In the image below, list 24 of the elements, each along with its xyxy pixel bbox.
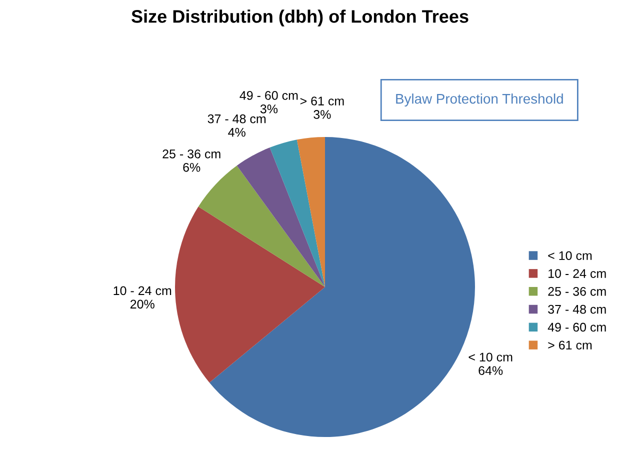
data-label: 3% — [314, 110, 331, 119]
legend-label: 10 - 24 cm — [548, 269, 606, 278]
legend-label: 37 - 48 cm — [548, 304, 606, 314]
pie-slice — [175, 206, 325, 383]
slice-label: 10 - 24 cm — [114, 286, 172, 296]
legend-label: 49 - 60 cm — [548, 322, 606, 332]
slice-label: < 10 cm — [468, 352, 512, 362]
pie-slice — [296, 137, 325, 287]
pie-slice — [270, 140, 325, 287]
data-label: 4% — [228, 128, 246, 137]
legend-label: > 61 cm — [548, 340, 592, 350]
data-label: 64% — [478, 366, 503, 376]
chart-title: Size Distribution (dbh) of London Trees — [132, 10, 468, 26]
pie-slice — [236, 148, 325, 287]
slice-label: 25 - 36 cm — [162, 150, 220, 158]
legend-label: 25 - 36 cm — [548, 286, 606, 296]
text: Bylaw Protection Threshold — [396, 94, 563, 106]
data-label: 20% — [130, 300, 154, 309]
slice-label: 37 - 48 cm — [208, 114, 266, 124]
data-label: 6% — [183, 162, 200, 172]
slice-label: > 61 cm — [300, 96, 344, 106]
data-label: 3% — [260, 104, 278, 114]
legend-label: < 10 cm — [548, 251, 592, 260]
slice-label: 49 - 60 cm — [240, 91, 298, 100]
